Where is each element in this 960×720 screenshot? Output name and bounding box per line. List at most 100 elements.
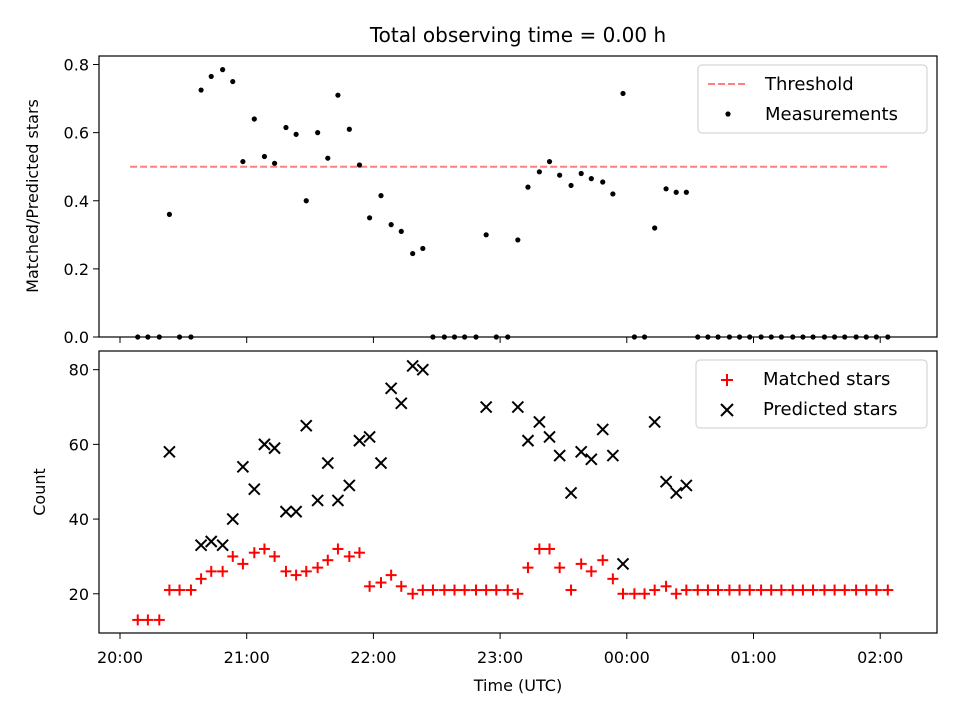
matched-stars-point	[332, 543, 344, 555]
legend-measurements-label: Measurements	[765, 104, 898, 125]
predicted-stars-point	[374, 456, 388, 470]
matched-stars-point	[237, 558, 249, 570]
predicted-stars-point	[331, 494, 345, 507]
x-tick-label: 22:00	[350, 648, 396, 667]
measurement-point	[610, 191, 616, 197]
predicted-stars-point-b	[248, 482, 261, 496]
matched-stars-point	[734, 584, 746, 596]
predicted-stars-point	[543, 430, 556, 444]
x-tick-label: 02:00	[857, 648, 903, 667]
measurement-point	[283, 124, 289, 131]
predicted-stars-point-b	[479, 400, 493, 414]
predicted-stars-point-b	[659, 475, 673, 488]
matched-stars-point	[174, 584, 186, 596]
measurement-point	[410, 250, 416, 257]
measurement-point	[346, 126, 352, 132]
matched-stars-point	[628, 588, 640, 600]
matched-stars-point	[649, 584, 661, 596]
bottom-axis-ticks: 20 40 60 80 20:00 21:00 22:00 23:00 00:00 01:00 02…	[69, 361, 904, 667]
matched-stars-point	[850, 584, 862, 596]
x-tick-label: 20:00	[97, 648, 143, 667]
matched-stars-point	[258, 543, 270, 555]
bottom-y-axis-label: Count	[30, 468, 49, 516]
legend-threshold-label: Threshold	[764, 74, 854, 95]
predicted-stars-point	[205, 535, 218, 548]
matched-stars-point	[744, 584, 756, 596]
matched-stars-point	[533, 543, 545, 555]
matched-stars-point	[153, 614, 165, 626]
x-tick-label: 01:00	[730, 648, 776, 667]
matched-stars-point	[544, 543, 556, 555]
matched-stars-point	[860, 584, 872, 596]
matched-stars-point	[217, 565, 229, 577]
x-tick-label: 21:00	[224, 648, 270, 667]
matched-stars-point	[269, 550, 281, 562]
matched-stars-point	[870, 584, 882, 596]
predicted-stars-point-b	[363, 430, 376, 444]
matched-stars-point	[565, 584, 577, 596]
predicted-stars-point	[268, 441, 281, 455]
measurement-point	[652, 225, 658, 231]
measurement-point	[557, 172, 563, 178]
matched-stars-point	[597, 554, 609, 566]
predicted-stars-point	[363, 430, 376, 444]
matched-stars-point	[660, 580, 672, 592]
predicted-stars-point	[659, 475, 673, 488]
predicted-stars-point	[289, 505, 303, 518]
measurement-point	[220, 67, 226, 73]
matched-stars-point	[512, 588, 524, 600]
matched-stars-point	[448, 584, 460, 596]
predicted-stars-point	[606, 449, 620, 462]
matched-stars-point	[639, 588, 651, 600]
predicted-stars-point-b	[236, 460, 250, 473]
measurement-point	[568, 182, 574, 189]
predicted-stars-point-b	[574, 445, 588, 459]
predicted-stars-point	[395, 397, 408, 410]
top-axis-ticks: 0.0 0.2 0.4 0.6 0.8	[64, 56, 881, 347]
predicted-stars-point-b	[416, 363, 430, 376]
predicted-stars-point	[553, 449, 566, 462]
top-plot-marks	[130, 67, 891, 340]
matched-stars-point	[417, 584, 429, 596]
measurement-point	[398, 228, 404, 235]
measurement-point	[663, 186, 669, 192]
matched-stars-point	[617, 588, 629, 600]
predicted-stars-point	[321, 456, 334, 470]
measurement-point	[261, 153, 268, 160]
predicted-stars-point-b	[680, 479, 693, 492]
legend-measurements-swatch	[725, 111, 731, 117]
predicted-stars-point-b	[521, 434, 535, 447]
predicted-stars-point-b	[258, 438, 271, 451]
predicted-stars-point	[279, 505, 293, 518]
predicted-stars-point	[236, 460, 250, 473]
measurement-point	[620, 90, 626, 97]
measurement-point	[420, 245, 426, 252]
matched-stars-point	[585, 565, 597, 577]
measurement-point	[271, 160, 278, 166]
top-legend: Threshold Measurements	[697, 64, 928, 134]
measurement-point	[588, 176, 594, 182]
predicted-stars-point	[311, 494, 324, 507]
bottom-legend: Matched stars Predicted stars	[695, 359, 928, 429]
predicted-stars-point	[163, 445, 176, 459]
predicted-stars-point-b	[321, 456, 334, 470]
predicted-stars-point-b	[543, 430, 556, 444]
measurement-point	[230, 78, 236, 85]
predicted-stars-point	[680, 479, 693, 492]
bottom-y-tick-label: 40	[69, 510, 89, 529]
matched-stars-point	[765, 584, 777, 596]
predicted-stars-point	[574, 445, 588, 459]
predicted-stars-point-b	[300, 419, 313, 432]
predicted-stars-point	[343, 479, 356, 492]
predicted-stars-point-b	[331, 494, 345, 507]
predicted-stars-point	[596, 423, 609, 436]
matched-stars-point	[490, 584, 502, 596]
predicted-stars-point	[585, 453, 598, 466]
predicted-stars-point-b	[596, 423, 609, 436]
matched-stars-point	[797, 584, 809, 596]
predicted-stars-point	[670, 486, 683, 500]
predicted-stars-point-b	[585, 453, 598, 466]
matched-stars-point	[480, 584, 492, 596]
top-y-tick-label: 0.6	[64, 124, 89, 143]
matched-stars-point	[607, 573, 619, 585]
